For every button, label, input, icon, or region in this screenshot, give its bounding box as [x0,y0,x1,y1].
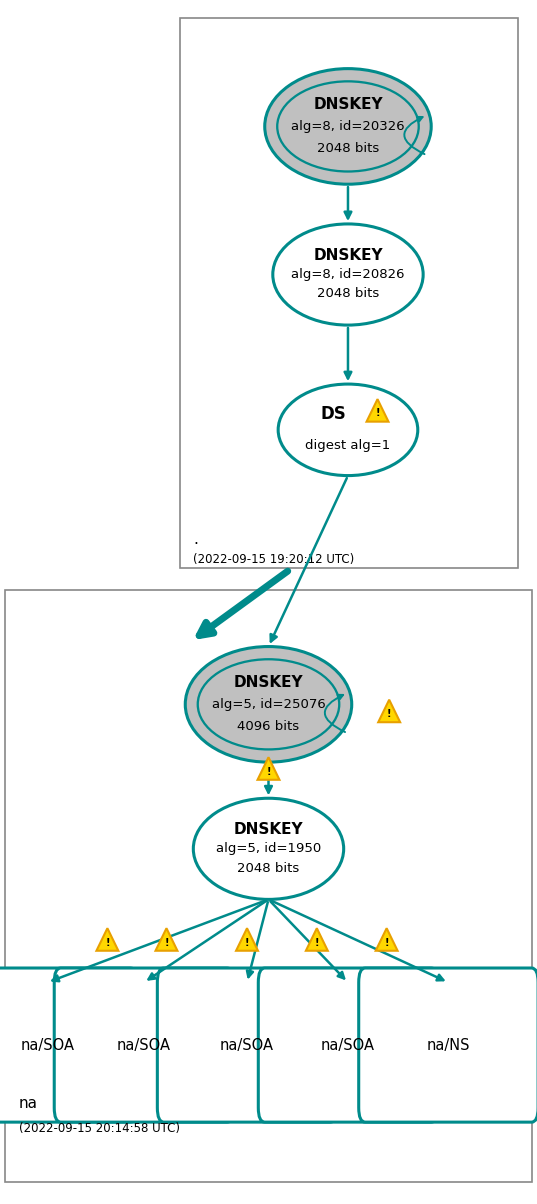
Text: alg=5, id=1950: alg=5, id=1950 [216,843,321,855]
Polygon shape [97,928,118,951]
Text: na/SOA: na/SOA [20,1038,74,1052]
Text: !: ! [245,938,249,948]
Text: 2048 bits: 2048 bits [237,862,300,875]
Text: na/SOA: na/SOA [117,1038,171,1052]
Text: na/SOA: na/SOA [220,1038,274,1052]
Polygon shape [258,757,279,780]
Ellipse shape [273,224,423,325]
Text: (2022-09-15 19:20:12 UTC): (2022-09-15 19:20:12 UTC) [193,554,354,566]
Ellipse shape [265,69,431,184]
Ellipse shape [193,798,344,899]
Text: na/NS: na/NS [426,1038,470,1052]
Text: !: ! [384,938,389,948]
Text: alg=8, id=20826: alg=8, id=20826 [291,268,405,281]
Text: alg=8, id=20326: alg=8, id=20326 [291,120,405,132]
Text: !: ! [375,408,380,419]
Polygon shape [378,700,400,722]
Ellipse shape [185,647,352,762]
FancyBboxPatch shape [0,968,137,1122]
Text: !: ! [387,709,391,719]
Text: !: ! [315,938,319,948]
Text: !: ! [266,767,271,777]
FancyBboxPatch shape [258,968,438,1122]
Text: !: ! [105,938,110,948]
Text: DNSKEY: DNSKEY [234,674,303,690]
Text: digest alg=1: digest alg=1 [306,439,390,453]
Text: na/SOA: na/SOA [321,1038,375,1052]
Polygon shape [156,928,177,951]
Text: 2048 bits: 2048 bits [317,142,379,155]
Text: alg=5, id=25076: alg=5, id=25076 [212,698,325,710]
Polygon shape [306,928,328,951]
Text: 2048 bits: 2048 bits [317,288,379,301]
Text: DNSKEY: DNSKEY [313,248,383,262]
Text: (2022-09-15 20:14:58 UTC): (2022-09-15 20:14:58 UTC) [19,1122,180,1134]
Text: 4096 bits: 4096 bits [237,720,300,733]
Text: !: ! [164,938,169,948]
FancyBboxPatch shape [359,968,537,1122]
Polygon shape [367,400,388,421]
FancyBboxPatch shape [54,968,234,1122]
FancyBboxPatch shape [5,590,532,1182]
FancyBboxPatch shape [157,968,337,1122]
Text: DNSKEY: DNSKEY [313,96,383,112]
FancyBboxPatch shape [180,18,518,568]
Polygon shape [236,928,258,951]
Text: na: na [19,1096,38,1110]
Text: DS: DS [320,405,346,423]
Text: .: . [193,532,198,547]
Polygon shape [376,928,397,951]
Text: DNSKEY: DNSKEY [234,822,303,837]
Ellipse shape [278,384,418,476]
